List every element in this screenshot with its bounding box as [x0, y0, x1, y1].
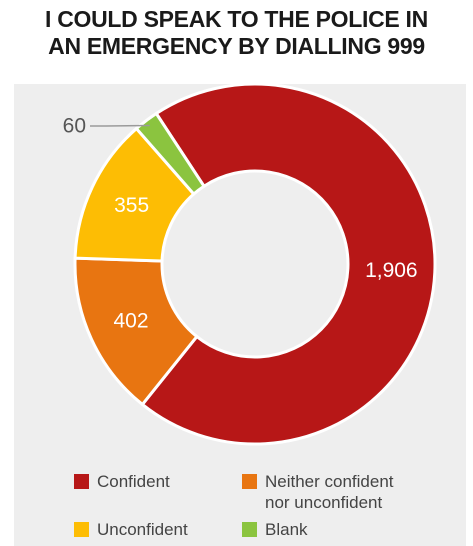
- legend-item-unconfident: Unconfident: [74, 519, 188, 540]
- slice-blank: [134, 111, 206, 196]
- legend-label-unconfident: Unconfident: [97, 520, 188, 539]
- legend-swatch-neither: [242, 474, 257, 489]
- legend-swatch-blank: [242, 522, 257, 537]
- chart-title-line-2: AN EMERGENCY BY DIALLING 999: [48, 33, 425, 59]
- value-label-blank: 60: [63, 115, 86, 138]
- leader-line-blank: [90, 124, 150, 127]
- chart-title: I COULD SPEAK TO THE POLICE IN AN EMERGE…: [0, 6, 473, 60]
- value-label-unconfident: 355: [114, 194, 149, 217]
- slice-confident: [140, 82, 437, 446]
- legend-label-neither: Neither confident nor unconfident: [265, 472, 394, 512]
- legend-label-confident: Confident: [97, 472, 170, 491]
- chart-title-line-1: I COULD SPEAK TO THE POLICE IN: [45, 6, 428, 32]
- legend-swatch-confident: [74, 474, 89, 489]
- value-label-confident: 1,906: [365, 259, 418, 282]
- legend-label-blank: Blank: [265, 520, 308, 539]
- legend-item-neither: Neither confident nor unconfident: [242, 471, 394, 513]
- legend-item-blank: Blank: [242, 519, 308, 540]
- legend-item-confident: Confident: [74, 471, 170, 492]
- legend-swatch-unconfident: [74, 522, 89, 537]
- value-label-neither: 402: [113, 310, 148, 333]
